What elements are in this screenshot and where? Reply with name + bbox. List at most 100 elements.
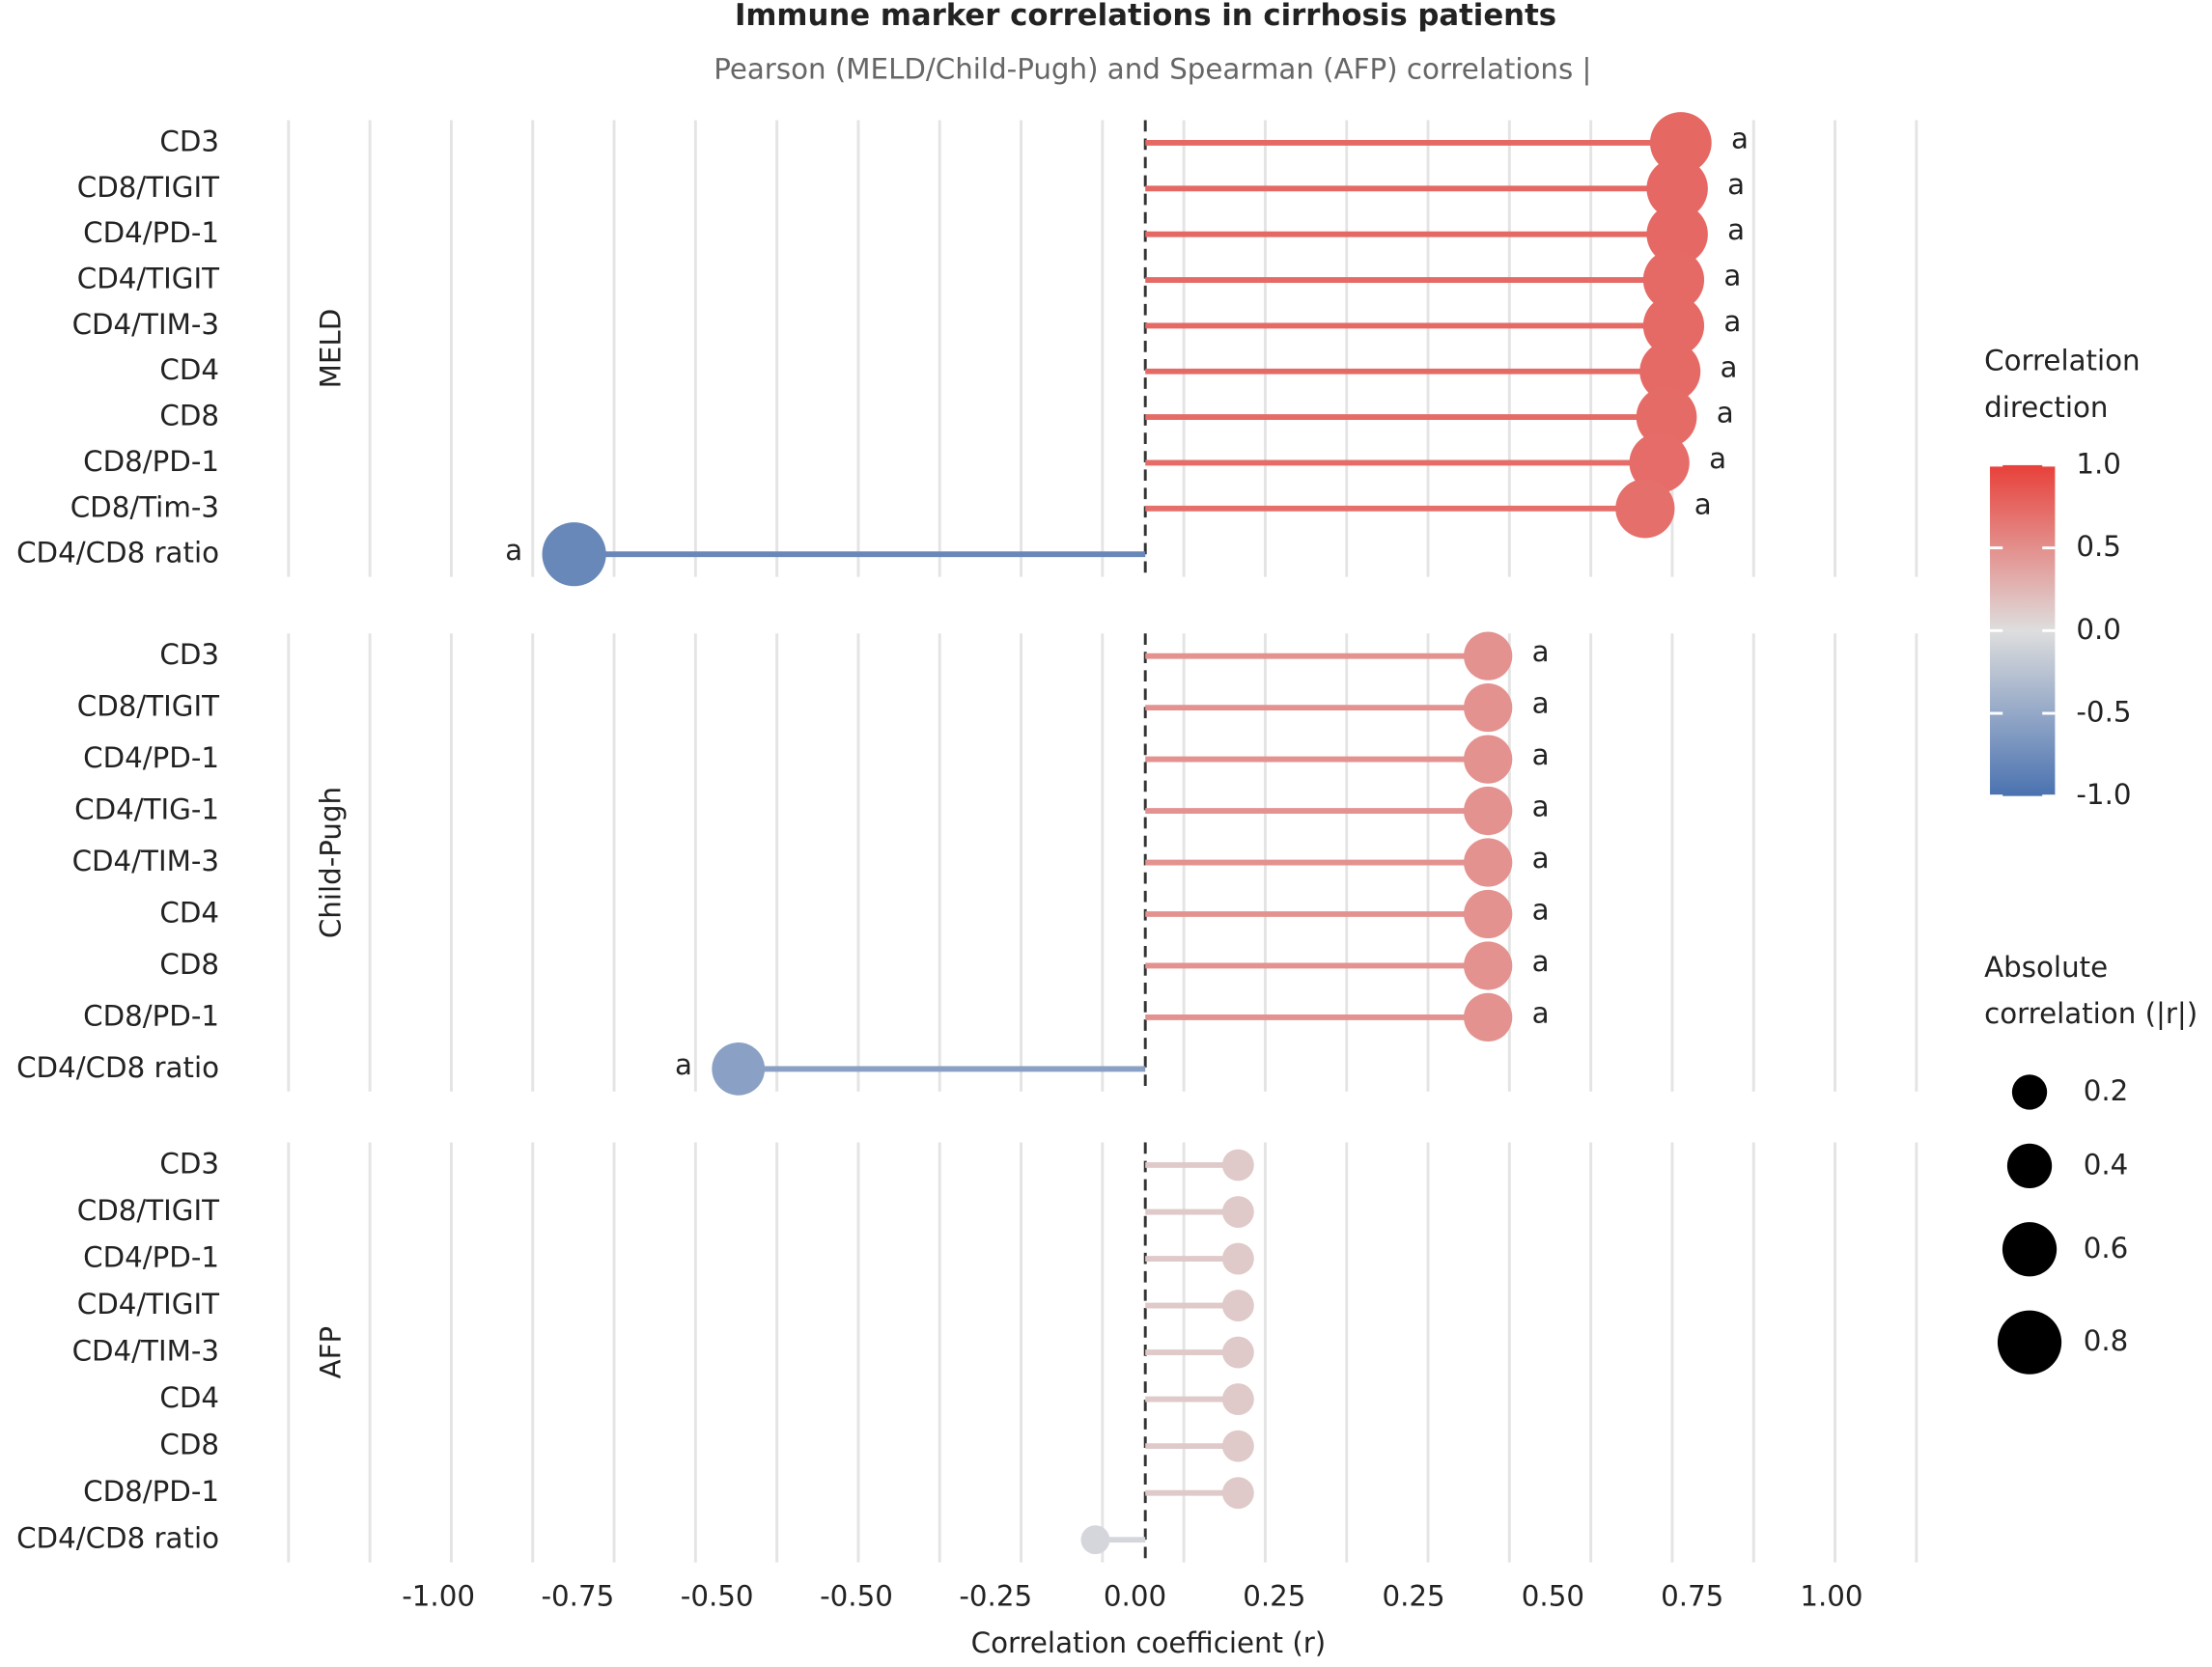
dot	[1639, 341, 1701, 403]
y-tick-label: CD4	[159, 353, 219, 386]
y-tick-label: CD8/TIGIT	[77, 690, 219, 723]
size-key	[2006, 1143, 2053, 1189]
y-tick-label: CD4/PD-1	[83, 741, 219, 774]
annotation: a	[1532, 945, 1550, 978]
x-tick-label: 0.00	[1104, 1580, 1166, 1613]
size-label: 0.8	[2084, 1324, 2129, 1357]
dot	[1221, 1430, 1254, 1462]
annotation: a	[1532, 842, 1550, 875]
size-key	[2002, 1222, 2058, 1277]
x-tick-label: -0.50	[820, 1580, 893, 1613]
dot	[1221, 1336, 1254, 1369]
y-tick-label: CD4/TIM-3	[72, 308, 219, 341]
size-label: 0.4	[2084, 1148, 2129, 1181]
chart-subtitle: Pearson (MELD/Child-Pugh) and Spearman (…	[714, 53, 1591, 87]
legend-title: Absolute	[1984, 951, 2108, 984]
size-key	[1997, 1310, 2062, 1375]
colorbar-label: -1.0	[2076, 778, 2131, 811]
x-tick-label: 0.25	[1243, 1580, 1305, 1613]
y-tick-label: CD4/TIM-3	[72, 845, 219, 877]
dot	[1464, 735, 1513, 784]
facet-label: Child-Pugh	[315, 787, 348, 938]
dot	[1221, 1383, 1254, 1416]
dot	[1649, 112, 1712, 174]
x-tick-label: -1.00	[402, 1580, 475, 1613]
y-tick-label: CD4/TIG-1	[74, 793, 219, 826]
dot	[1642, 249, 1705, 311]
y-tick-label: CD4/TIGIT	[77, 1288, 219, 1320]
legend-title: correlation (|r|)	[1984, 997, 2198, 1031]
y-tick-label: CD8	[159, 948, 219, 981]
x-tick-label: -0.50	[681, 1580, 754, 1613]
dot	[1464, 838, 1513, 887]
x-tick-label: 1.00	[1800, 1580, 1862, 1613]
annotation: a	[1727, 168, 1745, 201]
y-tick-label: CD4/TIGIT	[77, 263, 219, 295]
dot	[1646, 157, 1708, 220]
x-tick-label: 0.25	[1382, 1580, 1444, 1613]
y-tick-label: CD4	[159, 1381, 219, 1414]
colorbar-label: -0.5	[2076, 695, 2131, 728]
y-tick-label: CD8/PD-1	[83, 445, 219, 478]
dot	[1221, 1196, 1254, 1228]
y-tick-label: CD4/CD8 ratio	[16, 1051, 219, 1084]
colorbar-label: 0.5	[2076, 530, 2121, 563]
annotation: a	[1717, 397, 1734, 430]
facet-label: AFP	[315, 1326, 348, 1379]
annotation: a	[1532, 635, 1550, 668]
annotation: a	[1721, 350, 1738, 383]
dot	[1221, 1290, 1254, 1321]
y-tick-label: CD4	[159, 896, 219, 929]
annotation: a	[1723, 305, 1741, 338]
dot	[1464, 682, 1513, 733]
y-tick-label: CD4/CD8 ratio	[16, 537, 219, 570]
dot	[1080, 1525, 1110, 1555]
facet-label: MELD	[315, 309, 348, 389]
y-tick-label: CD3	[159, 1147, 219, 1180]
annotation: a	[1532, 894, 1550, 927]
legend-title: Correlation	[1984, 344, 2140, 376]
dot	[542, 522, 606, 587]
annotation: a	[1723, 260, 1741, 292]
y-tick-label: CD3	[159, 125, 219, 157]
y-tick-label: CD8/PD-1	[83, 999, 219, 1032]
dot	[1221, 1149, 1254, 1181]
annotation: a	[1731, 123, 1749, 155]
size-label: 0.6	[2084, 1232, 2129, 1264]
colorbar-label: 1.0	[2076, 447, 2121, 480]
annotation: a	[505, 534, 522, 567]
y-tick-label: CD8/TIGIT	[77, 1194, 219, 1227]
x-tick-label: 0.50	[1522, 1580, 1584, 1613]
annotation: a	[1694, 487, 1712, 520]
y-tick-label: CD4/TIM-3	[72, 1335, 219, 1368]
x-tick-label: -0.25	[959, 1580, 1032, 1613]
dot	[1464, 889, 1513, 939]
dot	[1464, 631, 1513, 681]
annotation: a	[675, 1048, 692, 1081]
dot	[1629, 432, 1690, 493]
chart-title: Immune marker correlations in cirrhosis …	[735, 0, 1556, 33]
y-tick-label: CD4/CD8 ratio	[16, 1522, 219, 1555]
annotation: a	[1532, 996, 1550, 1029]
x-tick-label: 0.75	[1661, 1580, 1723, 1613]
dot	[1221, 1242, 1254, 1275]
y-tick-label: CD4/PD-1	[83, 216, 219, 249]
annotation: a	[1532, 791, 1550, 823]
dot	[1464, 786, 1513, 836]
y-tick-label: CD8	[159, 400, 219, 432]
dot	[1636, 386, 1697, 448]
size-label: 0.2	[2084, 1074, 2129, 1107]
legend-title: direction	[1984, 391, 2108, 424]
annotation: a	[1727, 213, 1745, 246]
x-axis-title: Correlation coefficient (r)	[971, 1626, 1327, 1659]
y-tick-label: CD8	[159, 1429, 219, 1461]
y-tick-label: CD4/PD-1	[83, 1241, 219, 1274]
y-tick-label: CD8/PD-1	[83, 1475, 219, 1508]
dot	[1615, 479, 1675, 539]
annotation: a	[1532, 738, 1550, 771]
annotation: a	[1709, 442, 1726, 475]
y-tick-label: CD8/TIGIT	[77, 171, 219, 204]
dot	[1642, 294, 1705, 357]
size-key	[2011, 1074, 2048, 1110]
